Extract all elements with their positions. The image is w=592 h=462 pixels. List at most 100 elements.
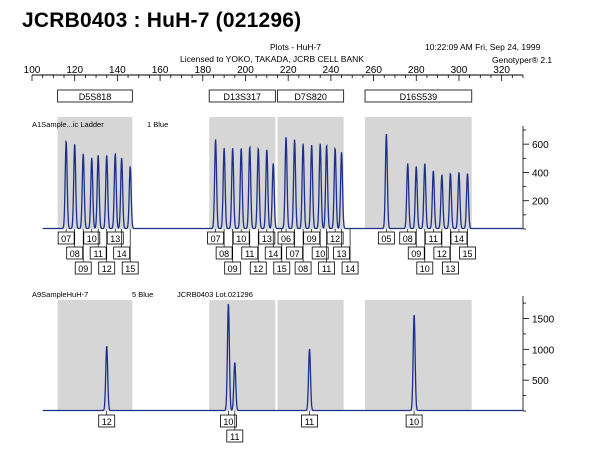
allele-box bbox=[416, 261, 434, 275]
panel-sample-label: A1Sample...ic Ladder bbox=[32, 120, 104, 129]
allele-label: 13 bbox=[110, 234, 120, 244]
panel-dye-label: 1 Blue bbox=[147, 120, 168, 129]
allele-label: 13 bbox=[337, 249, 347, 259]
allele-box bbox=[224, 261, 242, 275]
y-tick-label: 200 bbox=[532, 197, 549, 208]
allele-box bbox=[113, 246, 131, 260]
allele-label: 13 bbox=[262, 234, 272, 244]
allele-label: 12 bbox=[102, 264, 112, 274]
license-text: Licensed to YOKO, TAKADA, JCRB CELL BANK bbox=[180, 54, 364, 64]
allele-box bbox=[232, 231, 250, 245]
locus-label: D7S820 bbox=[294, 92, 327, 102]
locus-box bbox=[364, 89, 473, 103]
software-version: Genotyper® 2.1 bbox=[492, 55, 553, 65]
allele-label: 08 bbox=[219, 249, 229, 259]
y-tick-label: 1000 bbox=[532, 345, 555, 356]
allele-label: 15 bbox=[125, 264, 135, 274]
locus-shade bbox=[365, 300, 472, 411]
y-tick-label: 600 bbox=[532, 140, 549, 151]
allele-box bbox=[407, 246, 425, 260]
y-tick-label: 500 bbox=[532, 376, 549, 387]
allele-box bbox=[277, 231, 295, 245]
locus-shade bbox=[57, 300, 133, 411]
allele-label: 08 bbox=[70, 249, 80, 259]
allele-box bbox=[98, 414, 116, 428]
allele-box bbox=[399, 231, 417, 245]
x-tick-label: 260 bbox=[365, 65, 382, 76]
trace-line bbox=[42, 303, 523, 412]
allele-box bbox=[450, 231, 468, 245]
y-tick-label: 1500 bbox=[532, 315, 555, 326]
trace-line bbox=[42, 133, 523, 230]
locus-box bbox=[57, 89, 133, 103]
x-tick-label: 240 bbox=[323, 65, 340, 76]
allele-label: 11 bbox=[245, 249, 254, 259]
x-tick-label: 280 bbox=[408, 65, 425, 76]
allele-label: 09 bbox=[78, 264, 88, 274]
allele-label: 15 bbox=[462, 249, 472, 259]
locus-label: D5S818 bbox=[79, 92, 112, 102]
allele-box bbox=[286, 246, 303, 260]
allele-box bbox=[83, 231, 101, 245]
x-tick-label: 300 bbox=[451, 65, 468, 76]
x-tick-label: 180 bbox=[194, 65, 211, 76]
allele-box bbox=[57, 231, 75, 245]
x-tick-label: 160 bbox=[152, 65, 169, 76]
allele-label: 09 bbox=[411, 249, 421, 259]
x-tick-label: 120 bbox=[66, 65, 83, 76]
allele-label: 11 bbox=[94, 249, 103, 259]
allele-box bbox=[219, 414, 237, 428]
allele-label: 10 bbox=[223, 417, 233, 427]
allele-box bbox=[249, 261, 267, 275]
allele-label: 11 bbox=[429, 234, 438, 244]
allele-box bbox=[303, 231, 321, 245]
x-tick-label: 140 bbox=[109, 65, 126, 76]
timestamp: 10:22:09 AM Fri, Sep 24, 1999 bbox=[425, 42, 541, 52]
allele-label: 11 bbox=[230, 432, 239, 442]
x-tick-label: 320 bbox=[493, 65, 510, 76]
allele-label: 05 bbox=[381, 234, 391, 244]
allele-box bbox=[106, 231, 124, 245]
allele-box bbox=[301, 414, 318, 428]
allele-label: 10 bbox=[315, 249, 325, 259]
allele-box bbox=[207, 231, 224, 245]
allele-box bbox=[294, 261, 312, 275]
allele-label: 08 bbox=[403, 234, 413, 244]
allele-label: 07 bbox=[61, 234, 71, 244]
allele-box bbox=[424, 231, 442, 245]
allele-box bbox=[405, 414, 423, 428]
allele-label: 12 bbox=[330, 234, 340, 244]
allele-label: 13 bbox=[445, 264, 455, 274]
allele-box bbox=[318, 261, 336, 275]
locus-label: D13S317 bbox=[224, 92, 262, 102]
allele-label: 15 bbox=[277, 264, 287, 274]
allele-label: 10 bbox=[236, 234, 246, 244]
allele-label: 10 bbox=[409, 417, 419, 427]
allele-box bbox=[433, 246, 451, 260]
allele-box bbox=[442, 261, 459, 275]
locus-box bbox=[208, 89, 276, 103]
allele-label: 09 bbox=[228, 264, 238, 274]
y-tick-label: 400 bbox=[532, 168, 549, 179]
allele-box bbox=[121, 261, 139, 275]
panel-dye-label: 5 Blue bbox=[132, 290, 153, 299]
allele-label: 10 bbox=[420, 264, 430, 274]
allele-label: 09 bbox=[307, 234, 317, 244]
allele-label: 12 bbox=[437, 249, 447, 259]
allele-box bbox=[226, 429, 244, 443]
allele-box bbox=[326, 231, 344, 245]
allele-label: 10 bbox=[87, 234, 97, 244]
allele-box bbox=[459, 246, 476, 260]
allele-label: 11 bbox=[305, 417, 314, 427]
allele-label: 14 bbox=[117, 249, 127, 259]
allele-label: 06 bbox=[281, 234, 291, 244]
allele-label: 12 bbox=[102, 417, 112, 427]
allele-label: 08 bbox=[298, 264, 308, 274]
locus-shade bbox=[209, 300, 276, 411]
allele-box bbox=[273, 261, 291, 275]
allele-box bbox=[333, 246, 350, 260]
x-tick-label: 200 bbox=[237, 65, 254, 76]
locus-box bbox=[277, 89, 345, 103]
allele-box bbox=[377, 231, 395, 245]
allele-label: 07 bbox=[211, 234, 221, 244]
